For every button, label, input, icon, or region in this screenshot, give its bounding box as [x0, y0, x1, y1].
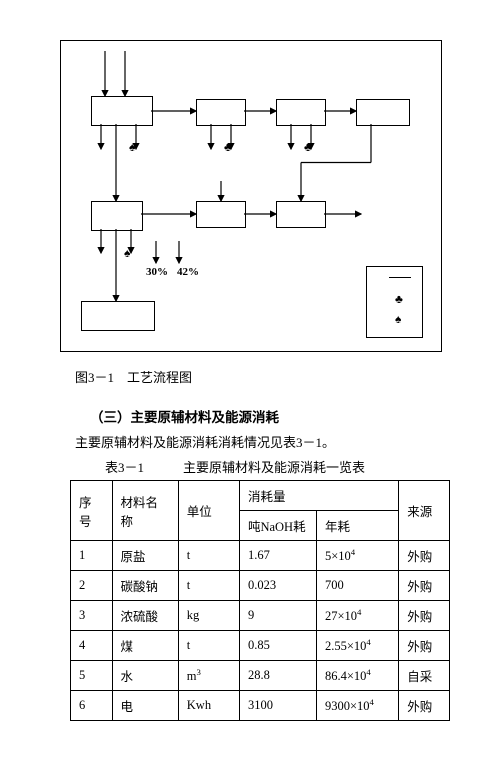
cell-idx: 4	[71, 631, 113, 661]
spade-icon: ♠	[395, 313, 401, 325]
cell-unit: m3	[178, 661, 239, 691]
cell-unit: t	[178, 631, 239, 661]
club-icon: ♣	[395, 293, 403, 305]
cell-unit: kg	[178, 601, 239, 631]
figure-caption: 图3－1 工艺流程图	[75, 367, 450, 386]
cell-name: 碳酸钠	[112, 571, 178, 601]
flow-box	[276, 201, 326, 228]
flow-box	[196, 201, 246, 228]
section-heading: （三）主要原辅材料及能源消耗	[90, 406, 450, 426]
th-per-ton: 吨NaOH耗	[239, 511, 316, 541]
cell-src: 外购	[399, 571, 450, 601]
cell-name: 电	[112, 691, 178, 721]
cell-unit: t	[178, 571, 239, 601]
cell-src: 外购	[399, 631, 450, 661]
flow-box	[356, 99, 410, 126]
spade-icon: ♠	[124, 247, 130, 259]
flow-box	[91, 96, 153, 126]
cell-idx: 3	[71, 601, 113, 631]
cell-per: 9	[239, 601, 316, 631]
cell-year: 2.55×104	[316, 631, 398, 661]
table-row: 1原盐t1.675×104外购	[71, 541, 450, 571]
cell-year: 86.4×104	[316, 661, 398, 691]
cell-name: 浓硫酸	[112, 601, 178, 631]
flow-box	[196, 99, 246, 126]
table-row: 3浓硫酸kg927×104外购	[71, 601, 450, 631]
cell-name: 水	[112, 661, 178, 691]
cell-idx: 1	[71, 541, 113, 571]
cell-idx: 6	[71, 691, 113, 721]
table-caption: 表3－1 主要原辅材料及能源消耗一览表	[105, 457, 450, 476]
th-index: 序号	[71, 481, 113, 541]
cell-year: 27×104	[316, 601, 398, 631]
table-row: 2碳酸钠t0.023700外购	[71, 571, 450, 601]
spade-icon: ♠	[129, 141, 135, 153]
cell-src: 外购	[399, 691, 450, 721]
flow-box	[91, 201, 143, 231]
percent-label-b: 42%	[177, 266, 199, 278]
th-unit: 单位	[178, 481, 239, 541]
cell-year: 9300×104	[316, 691, 398, 721]
cell-src: 自采	[399, 661, 450, 691]
table-row: 5水m328.886.4×104自采	[71, 661, 450, 691]
cell-per: 28.8	[239, 661, 316, 691]
th-consume: 消耗量	[239, 481, 398, 511]
th-name: 材料名称	[112, 481, 178, 541]
club-icon: ♣	[304, 141, 312, 153]
process-flowchart: ♠ ♣ ♣ ♠ ♣ ♠ 30% 42%	[60, 40, 442, 352]
cell-src: 外购	[399, 601, 450, 631]
cell-year: 700	[316, 571, 398, 601]
percent-label-a: 30%	[146, 266, 168, 278]
table-row: 6电Kwh31009300×104外购	[71, 691, 450, 721]
cell-per: 0.023	[239, 571, 316, 601]
cell-unit: t	[178, 541, 239, 571]
cell-name: 煤	[112, 631, 178, 661]
materials-table: 序号 材料名称 单位 消耗量 来源 吨NaOH耗 年耗 1原盐t1.675×10…	[70, 480, 450, 721]
cell-per: 1.67	[239, 541, 316, 571]
section-lead-text: 主要原辅材料及能源消耗消耗情况见表3－1。	[75, 432, 450, 451]
flow-box	[81, 301, 155, 331]
th-per-year: 年耗	[316, 511, 398, 541]
th-source: 来源	[399, 481, 450, 541]
flow-box	[276, 99, 326, 126]
cell-idx: 2	[71, 571, 113, 601]
club-icon: ♣	[224, 141, 232, 153]
cell-src: 外购	[399, 541, 450, 571]
cell-per: 0.85	[239, 631, 316, 661]
cell-idx: 5	[71, 661, 113, 691]
cell-per: 3100	[239, 691, 316, 721]
cell-unit: Kwh	[178, 691, 239, 721]
cell-year: 5×104	[316, 541, 398, 571]
table-row: 4煤t0.852.55×104外购	[71, 631, 450, 661]
cell-name: 原盐	[112, 541, 178, 571]
box-inner-line	[389, 277, 411, 278]
